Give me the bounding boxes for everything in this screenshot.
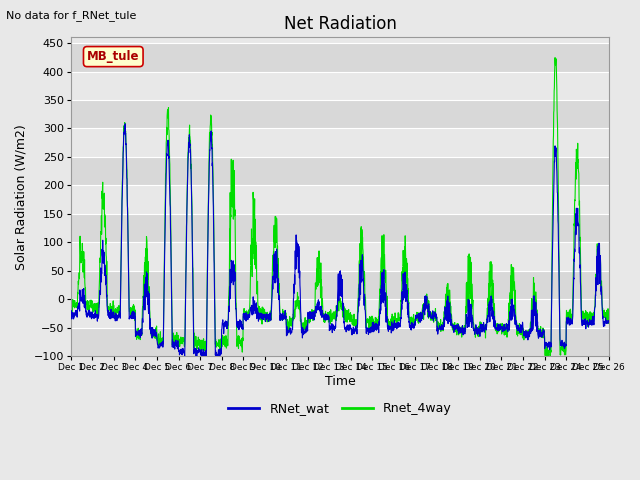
Text: MB_tule: MB_tule bbox=[87, 50, 140, 63]
RNet_wat bbox=[141, 292, 149, 298]
Bar bbox=[71, 157, 609, 185]
X-axis label: Time: Time bbox=[324, 375, 355, 388]
Rnet_4way bbox=[523, 330, 531, 336]
Bar bbox=[71, 100, 609, 129]
RNet_wat bbox=[82, 309, 90, 314]
Line: RNet_wat: RNet_wat bbox=[71, 124, 609, 359]
Bar bbox=[71, 328, 609, 356]
RNet_wat bbox=[126, 313, 134, 319]
Y-axis label: Solar Radiation (W/m2): Solar Radiation (W/m2) bbox=[15, 124, 28, 270]
RNet_wat bbox=[109, 310, 116, 316]
Line: Rnet_4way: Rnet_4way bbox=[71, 58, 609, 359]
Bar bbox=[71, 214, 609, 242]
Bar bbox=[71, 72, 609, 100]
Rnet_4way bbox=[67, 303, 75, 309]
Legend: RNet_wat, Rnet_4way: RNet_wat, Rnet_4way bbox=[223, 397, 457, 420]
Rnet_4way bbox=[109, 312, 116, 318]
Rnet_4way bbox=[312, 290, 319, 296]
RNet_wat bbox=[122, 121, 129, 127]
Rnet_4way bbox=[551, 55, 559, 60]
RNet_wat bbox=[524, 331, 531, 336]
Bar bbox=[71, 185, 609, 214]
RNet_wat bbox=[312, 303, 319, 309]
Rnet_4way bbox=[605, 311, 613, 317]
Rnet_4way bbox=[82, 299, 90, 304]
Bar bbox=[71, 242, 609, 271]
RNet_wat bbox=[605, 318, 613, 324]
Title: Net Radiation: Net Radiation bbox=[284, 15, 396, 33]
RNet_wat bbox=[67, 311, 75, 316]
RNet_wat bbox=[193, 356, 200, 361]
Bar bbox=[71, 300, 609, 328]
Rnet_4way bbox=[141, 281, 148, 287]
Rnet_4way bbox=[543, 356, 550, 361]
Text: No data for f_RNet_tule: No data for f_RNet_tule bbox=[6, 10, 137, 21]
Bar bbox=[71, 271, 609, 300]
Bar bbox=[71, 129, 609, 157]
Bar bbox=[71, 43, 609, 72]
Rnet_4way bbox=[126, 306, 134, 312]
